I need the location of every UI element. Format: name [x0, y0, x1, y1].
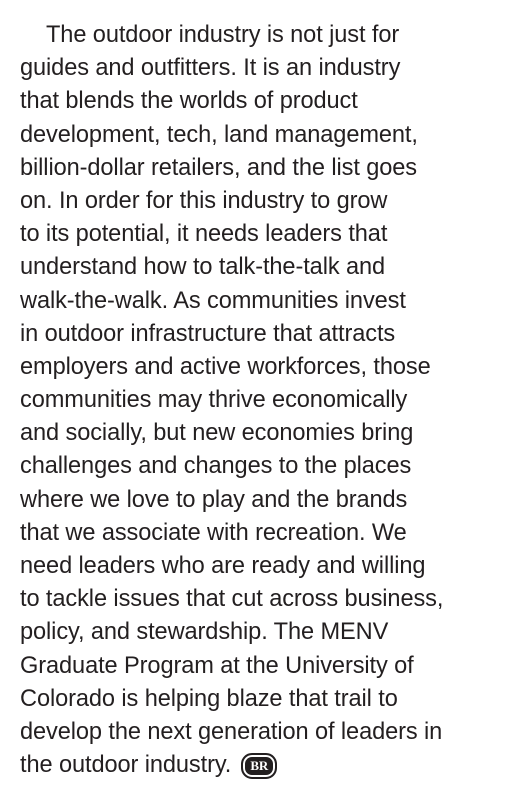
text-line: where we love to play and the brands [20, 484, 506, 517]
line-text: billion-dollar retailers, and the list g… [20, 154, 418, 181]
text-line: employers and active workforces, those [20, 351, 506, 384]
line-text: guides and outfitters. It is an industry [20, 55, 401, 82]
line-text: understand how to talk-the-talk and [20, 254, 386, 281]
line-text: policy, and stewardship. The MENV [20, 619, 389, 646]
line-text: communities may thrive economically [20, 387, 408, 414]
line-text: in outdoor infrastructure that attracts [20, 320, 396, 347]
line-text: that we associate with recreation. We [20, 519, 407, 546]
text-line: policy, and stewardship. The MENV [20, 616, 506, 649]
line-text: challenges and changes to the places [20, 453, 412, 480]
text-line: billion-dollar retailers, and the list g… [20, 152, 506, 185]
line-text: Graduate Program at the University of [20, 652, 414, 679]
text-line: walk-the-walk. As communities invest [20, 285, 506, 318]
line-text: The outdoor industry is not just for [46, 22, 400, 48]
line-text: to its potential, it needs leaders that [20, 221, 388, 248]
text-line: challenges and changes to the places [20, 450, 506, 483]
text-line: development, tech, land management, [20, 119, 506, 152]
line-text: need leaders who are ready and willing [20, 553, 426, 579]
text-line: communities may thrive economically [20, 384, 506, 417]
text-line: that blends the worlds of product [20, 85, 506, 118]
line-text: employers and active workforces, those [20, 353, 431, 380]
text-line: The outdoor industry is not just for [20, 19, 506, 52]
text-line: that we associate with recreation. We [20, 517, 506, 550]
text-line: to tackle issues that cut across busines… [20, 583, 506, 616]
text-line: guides and outfitters. It is an industry [20, 52, 506, 85]
end-mark: BR [241, 753, 278, 780]
text-line: to its potential, it needs leaders that [20, 218, 506, 251]
line-text: develop the next generation of leaders i… [20, 718, 443, 745]
text-line: develop the next generation of leaders i… [20, 716, 506, 749]
line-text: development, tech, land management, [20, 121, 418, 148]
text-line: on. In order for this industry to grow [20, 185, 506, 218]
text-line: the outdoor industry. BR [20, 749, 506, 782]
text-line: in outdoor infrastructure that attracts [20, 318, 506, 351]
line-text: Colorado is helping blaze that trail to [20, 685, 398, 712]
line-text: on. In order for this industry to grow [20, 187, 388, 214]
line-text: and socially, but new economies bring [20, 420, 414, 447]
text-line: and socially, but new economies bring [20, 417, 506, 450]
text-line: need leaders who are ready and willing [20, 550, 506, 583]
line-text: walk-the-walk. As communities invest [20, 287, 406, 314]
text-line: Colorado is helping blaze that trail to [20, 683, 506, 716]
line-text: that blends the worlds of product [20, 88, 358, 115]
line-text: to tackle issues that cut across busines… [20, 586, 444, 613]
line-text: the outdoor industry. [20, 752, 232, 779]
line-text: where we love to play and the brands [20, 486, 408, 513]
text-line: understand how to talk-the-talk and [20, 251, 506, 284]
text-line: Graduate Program at the University of [20, 650, 506, 683]
